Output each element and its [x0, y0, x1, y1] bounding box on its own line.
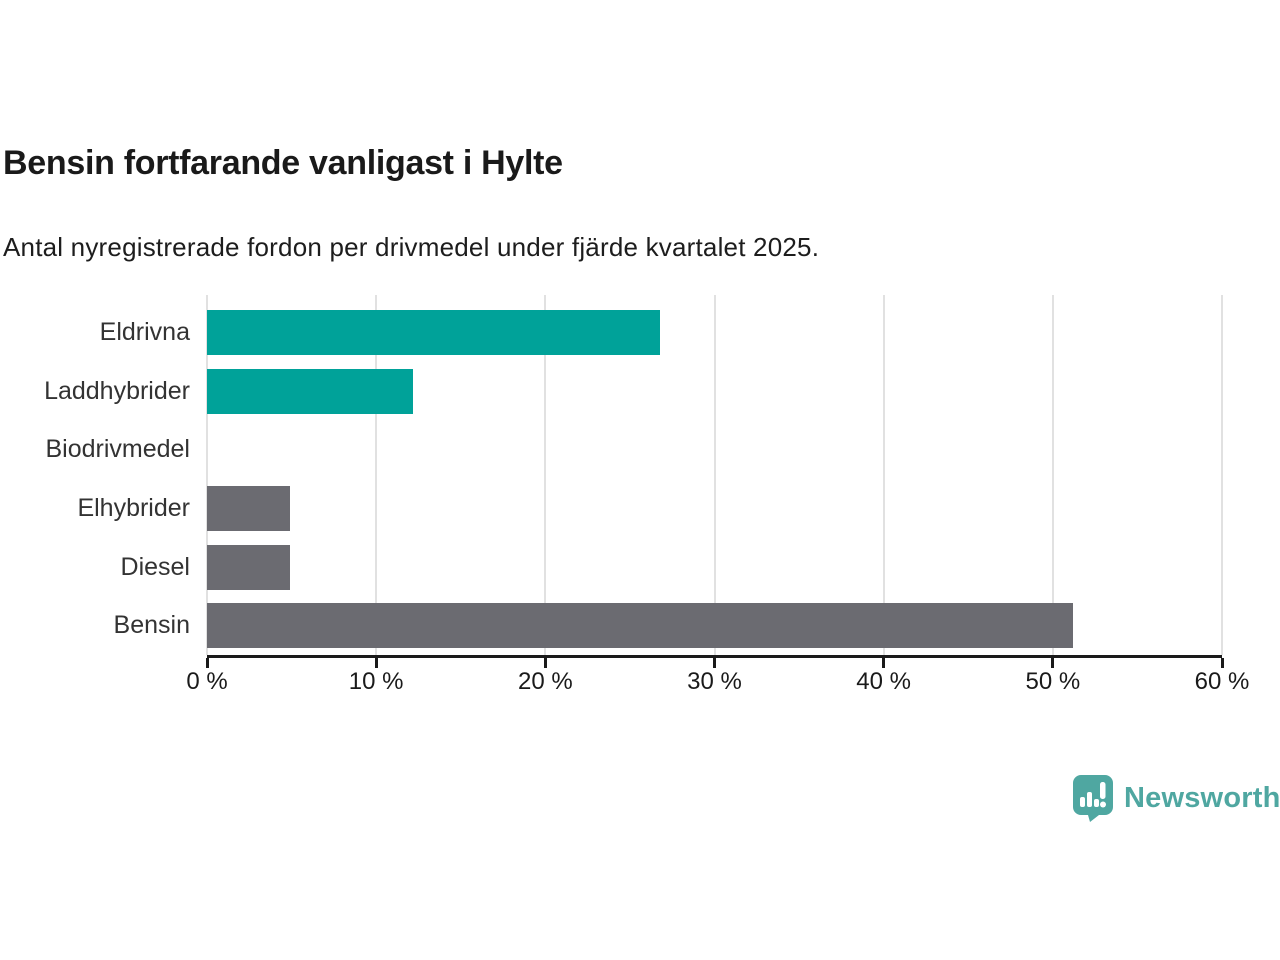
- x-tick-label: 50 %: [1025, 668, 1081, 695]
- bar-row: [207, 596, 1222, 655]
- bar-eldrivna: [207, 309, 661, 355]
- category-label-bensin: Bensin: [113, 611, 190, 640]
- category-label-elhybrider: Elhybrider: [77, 493, 190, 522]
- plot-area: [206, 295, 1223, 658]
- bar-diesel: [207, 544, 290, 590]
- gridline: [206, 295, 208, 655]
- category-axis-labels: Eldrivna Laddhybrider Biodrivmedel Elhybrid…: [0, 303, 190, 655]
- x-tick-label: 0 %: [186, 668, 228, 695]
- bar-elhybrider: [207, 485, 290, 531]
- bar-row: [207, 420, 1222, 479]
- gridline: [1221, 295, 1223, 655]
- axis-tick: [1051, 658, 1055, 668]
- bar-row: [207, 303, 1222, 362]
- axis-tick: [205, 658, 209, 668]
- axis-tick: [713, 658, 716, 668]
- chart-subtitle: Antal nyregistrerade fordon per drivmede…: [3, 232, 820, 262]
- bar-row: [207, 479, 1222, 538]
- x-tick-label: 20 %: [517, 668, 573, 695]
- newsworthy-chart-bubble-icon: [1073, 775, 1113, 822]
- bar-rows: [207, 303, 1222, 655]
- axis-tick: [1220, 658, 1224, 668]
- category-label-biodrivmedel: Biodrivmedel: [45, 435, 190, 464]
- bar-row: [207, 538, 1222, 597]
- bar-row: [207, 362, 1222, 421]
- bar-bensin: [207, 603, 1074, 649]
- bar-laddhybrider: [207, 368, 414, 414]
- x-tick-label: 30 %: [687, 668, 742, 695]
- gridline: [544, 295, 547, 655]
- x-tick-label: 40 %: [856, 668, 912, 695]
- gridline: [882, 295, 885, 655]
- category-label-laddhybrider: Laddhybrider: [44, 376, 190, 405]
- category-label-diesel: Diesel: [120, 552, 190, 581]
- newsworthy-logo-text: Newsworthy: [1124, 782, 1280, 814]
- axis-tick: [882, 658, 886, 668]
- axis-tick: [374, 658, 378, 668]
- category-label-eldrivna: Eldrivna: [99, 317, 190, 346]
- x-tick-label: 60 %: [1194, 668, 1250, 695]
- chart-title: Bensin fortfarande vanligast i Hylte: [3, 144, 563, 182]
- newsworthy-logo: Newsworthy: [1073, 775, 1280, 822]
- gridline: [1051, 295, 1054, 655]
- gridline: [713, 295, 716, 655]
- gridline: [375, 295, 378, 655]
- x-tick-label: 10 %: [348, 668, 404, 695]
- axis-tick: [543, 658, 547, 668]
